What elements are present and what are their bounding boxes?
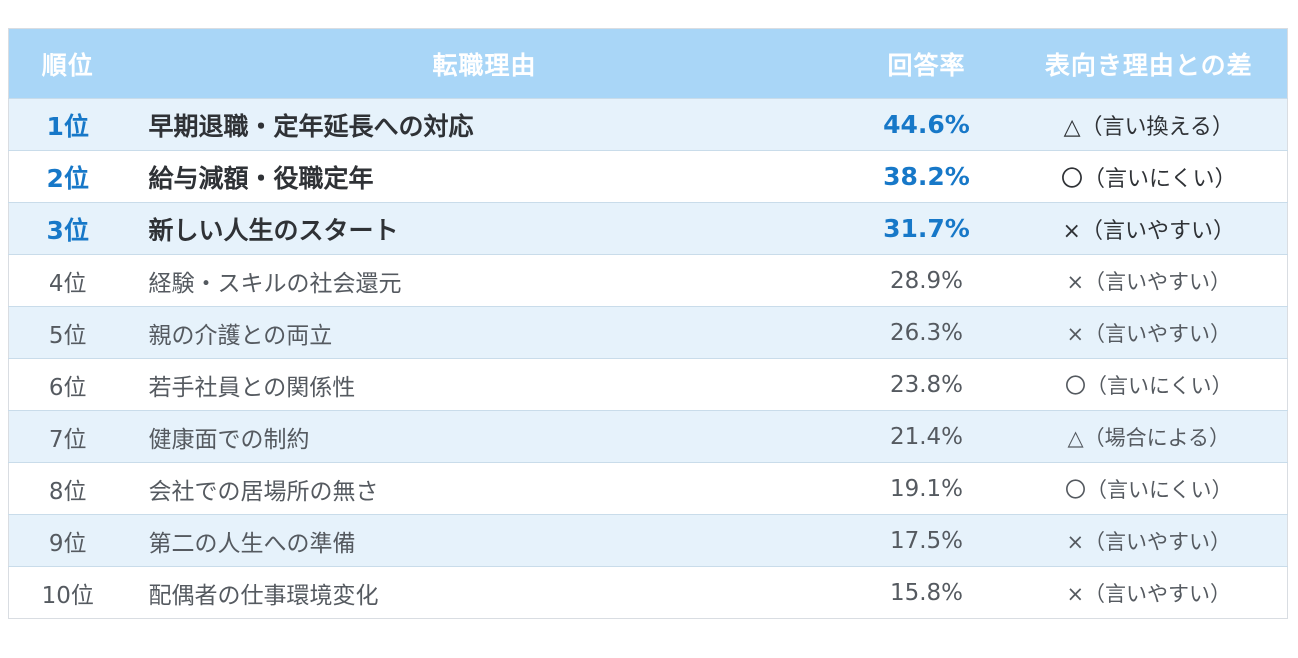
header-rank: 順位: [8, 28, 127, 99]
rate-cell: 23.8%: [842, 358, 1011, 411]
rate-cell: 44.6%: [842, 98, 1011, 151]
rank-cell: 4位: [8, 254, 127, 307]
table-header-row: 順位 転職理由 回答率 表向き理由との差: [8, 28, 1288, 99]
rate-cell: 21.4%: [842, 410, 1011, 463]
diff-cell: 〇（言いにくい）: [1010, 150, 1288, 203]
rate-cell: 17.5%: [842, 514, 1011, 567]
ranking-table-container: 順位 転職理由 回答率 表向き理由との差 1位 早期退職・定年延長への対応 44…: [8, 28, 1288, 619]
table-row: 5位 親の介護との両立 26.3% ×（言いやすい）: [8, 306, 1288, 359]
rate-cell: 38.2%: [842, 150, 1011, 203]
rank-cell: 8位: [8, 462, 127, 515]
rate-cell: 26.3%: [842, 306, 1011, 359]
header-diff: 表向き理由との差: [1010, 28, 1288, 99]
table-row: 1位 早期退職・定年延長への対応 44.6% △（言い換える）: [8, 98, 1288, 151]
rank-cell: 5位: [8, 306, 127, 359]
diff-cell: ×（言いやすい）: [1010, 254, 1288, 307]
rate-cell: 15.8%: [842, 566, 1011, 619]
rate-cell: 19.1%: [842, 462, 1011, 515]
table-row: 9位 第二の人生への準備 17.5% ×（言いやすい）: [8, 514, 1288, 567]
job-change-reason-table: 順位 転職理由 回答率 表向き理由との差 1位 早期退職・定年延長への対応 44…: [8, 28, 1288, 619]
diff-cell: ×（言いやすい）: [1010, 306, 1288, 359]
reason-cell: 新しい人生のスタート: [126, 202, 843, 255]
table-row: 6位 若手社員との関係性 23.8% 〇（言いにくい）: [8, 358, 1288, 411]
table-row: 10位 配偶者の仕事環境変化 15.8% ×（言いやすい）: [8, 566, 1288, 619]
diff-cell: ×（言いやすい）: [1010, 566, 1288, 619]
rank-cell: 7位: [8, 410, 127, 463]
table-row: 3位 新しい人生のスタート 31.7% ×（言いやすい）: [8, 202, 1288, 255]
diff-cell: 〇（言いにくい）: [1010, 462, 1288, 515]
reason-cell: 第二の人生への準備: [126, 514, 843, 567]
diff-cell: ×（言いやすい）: [1010, 202, 1288, 255]
reason-cell: 早期退職・定年延長への対応: [126, 98, 843, 151]
reason-cell: 親の介護との両立: [126, 306, 843, 359]
table-row: 4位 経験・スキルの社会還元 28.9% ×（言いやすい）: [8, 254, 1288, 307]
rate-cell: 31.7%: [842, 202, 1011, 255]
reason-cell: 健康面での制約: [126, 410, 843, 463]
rank-cell: 3位: [8, 202, 127, 255]
reason-cell: 給与減額・役職定年: [126, 150, 843, 203]
diff-cell: △（言い換える）: [1010, 98, 1288, 151]
rank-cell: 6位: [8, 358, 127, 411]
header-rate: 回答率: [842, 28, 1011, 99]
reason-cell: 若手社員との関係性: [126, 358, 843, 411]
reason-cell: 経験・スキルの社会還元: [126, 254, 843, 307]
header-reason: 転職理由: [126, 28, 843, 99]
table-row: 8位 会社での居場所の無さ 19.1% 〇（言いにくい）: [8, 462, 1288, 515]
rank-cell: 9位: [8, 514, 127, 567]
diff-cell: △（場合による）: [1010, 410, 1288, 463]
reason-cell: 会社での居場所の無さ: [126, 462, 843, 515]
rank-cell: 2位: [8, 150, 127, 203]
rate-cell: 28.9%: [842, 254, 1011, 307]
diff-cell: 〇（言いにくい）: [1010, 358, 1288, 411]
table-row: 7位 健康面での制約 21.4% △（場合による）: [8, 410, 1288, 463]
table-row: 2位 給与減額・役職定年 38.2% 〇（言いにくい）: [8, 150, 1288, 203]
rank-cell: 1位: [8, 98, 127, 151]
reason-cell: 配偶者の仕事環境変化: [126, 566, 843, 619]
diff-cell: ×（言いやすい）: [1010, 514, 1288, 567]
rank-cell: 10位: [8, 566, 127, 619]
